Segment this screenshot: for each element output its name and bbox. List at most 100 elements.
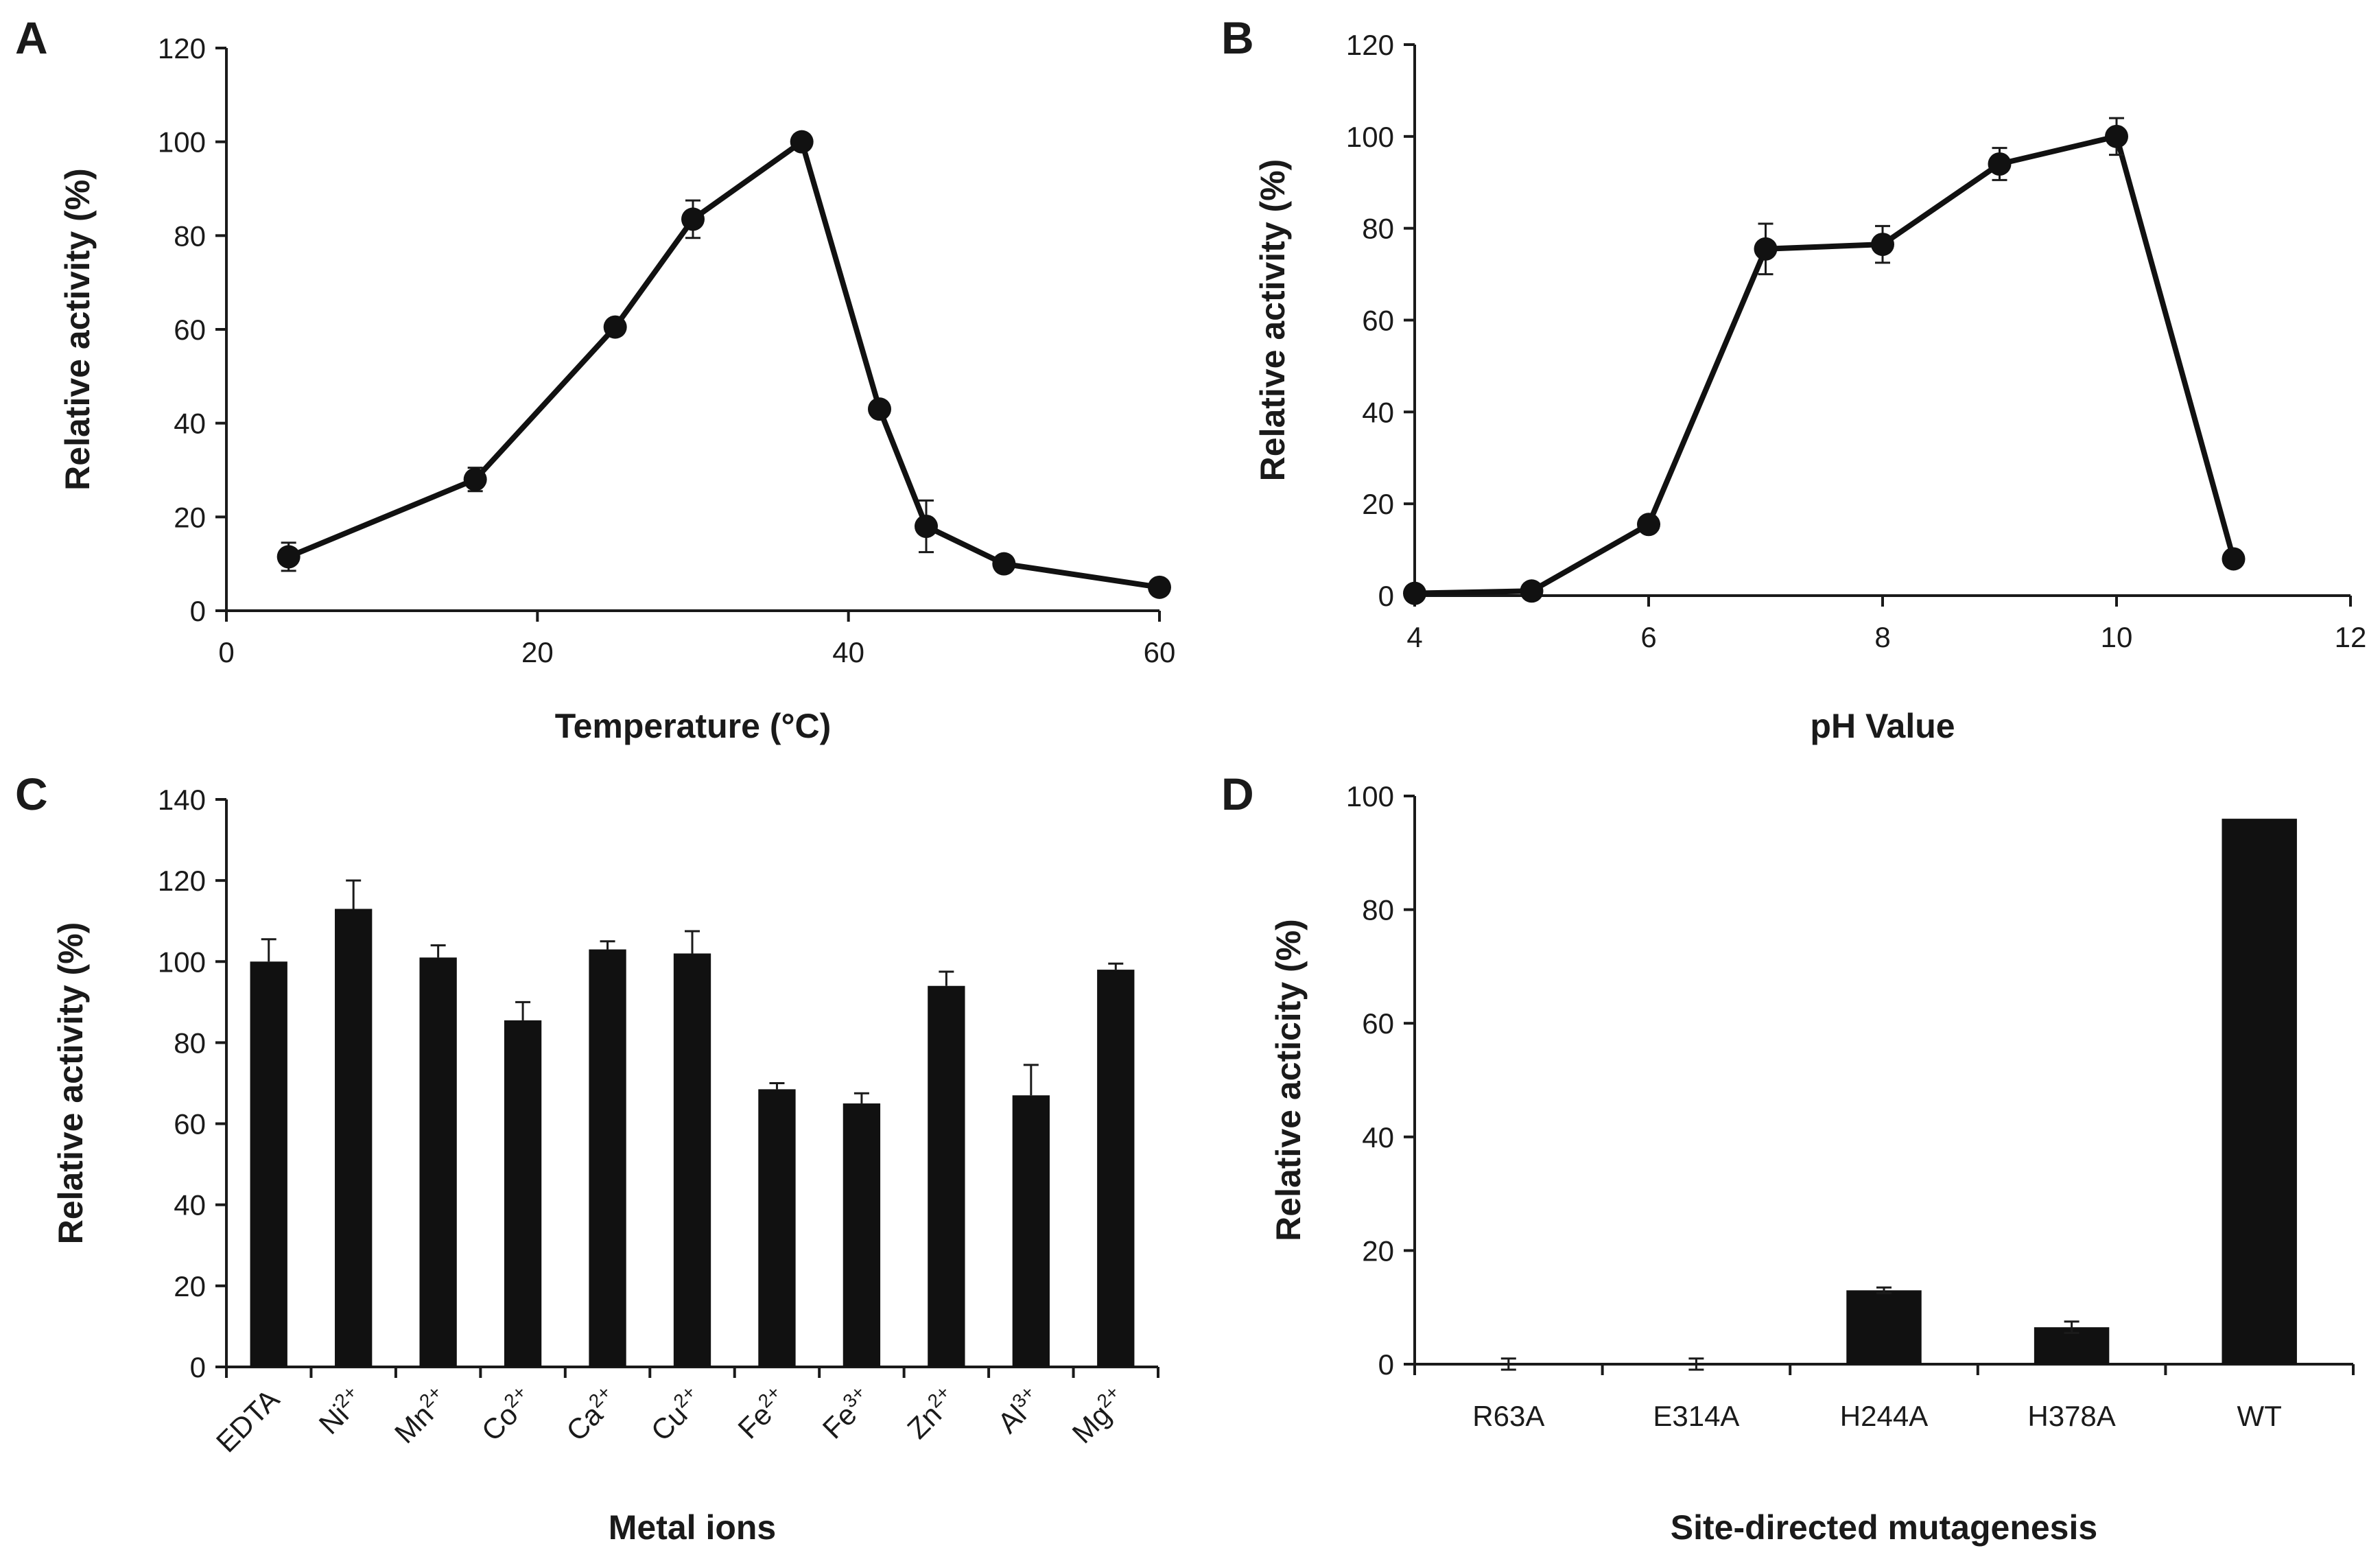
y-tick-label: 80: [174, 220, 206, 252]
y-tick-label: 80: [1362, 213, 1394, 245]
y-tick-label: 20: [1362, 1234, 1394, 1267]
category-label: Cu2+: [643, 1381, 709, 1447]
y-axis-title: Relative activity (%): [51, 922, 90, 1245]
y-axis-title: Relative activity (%): [1253, 159, 1292, 482]
y-tick-label: 100: [1346, 121, 1394, 153]
data-point: [1871, 233, 1894, 257]
chart-panel-a: A 0 20 40 60 80 100 120 Relative activity (%) 0 20…: [15, 12, 1175, 745]
y-tick-label: 20: [1362, 488, 1394, 520]
category-label: Al3+: [990, 1381, 1048, 1439]
x-tick-label: 4: [1406, 621, 1422, 653]
category-label: EDTA: [210, 1383, 285, 1458]
category-label: H244A: [1840, 1400, 1928, 1432]
data-point: [1637, 513, 1660, 537]
bar: [589, 949, 626, 1367]
data-point: [463, 467, 487, 491]
data-series-line: [287, 139, 1160, 590]
y-tick-label: 100: [1346, 780, 1394, 812]
y-tick-label: 120: [1346, 29, 1394, 61]
chart-panel-d: D 0 20 40 60 80 100 Relative acticity (%) R63A E3…: [1221, 769, 2355, 1547]
y-tick-label: 120: [158, 865, 206, 897]
bar: [419, 957, 457, 1367]
data-point: [2222, 547, 2246, 571]
bar: [2222, 819, 2297, 1364]
y-tick-label: 20: [174, 1270, 206, 1302]
y-tick-label: 0: [190, 595, 206, 627]
y-tick-label: 40: [1362, 396, 1394, 428]
x-tick-label: 20: [521, 636, 554, 668]
x-tick-label: 0: [218, 636, 234, 668]
category-label: Ca2+: [558, 1381, 624, 1447]
y-tick-label: 80: [1362, 894, 1394, 926]
category-label: Fe3+: [815, 1381, 879, 1445]
category-label: Mn2+: [387, 1381, 455, 1449]
y-tick-label: 60: [174, 1108, 206, 1140]
y-tick-label: 100: [158, 946, 206, 978]
data-point: [603, 315, 627, 339]
category-label: Ni2+: [311, 1381, 370, 1440]
bar: [673, 953, 711, 1367]
data-point: [1520, 579, 1544, 603]
chart-panel-b: B 0 20 40 60 80 100 120 Relative activity (%) 4 6 8…: [1221, 12, 2366, 745]
category-label: Zn2+: [899, 1381, 963, 1445]
panel-letter: C: [15, 769, 48, 819]
x-axis-title: Temperature (°C): [555, 707, 831, 745]
data-point: [2105, 124, 2128, 148]
data-point: [1148, 575, 1171, 599]
bar: [335, 909, 373, 1367]
y-axis-title: Relative acticity (%): [1269, 919, 1308, 1241]
chart-panel-c: C 0 20 40 60 80 100 120 140 Relative activity (%)…: [15, 769, 1159, 1547]
bar: [758, 1089, 796, 1367]
data-point: [790, 130, 814, 154]
y-tick-label: 40: [174, 408, 206, 440]
x-tick-label: 8: [1874, 621, 1890, 653]
x-tick-label: 60: [1144, 636, 1176, 668]
y-tick-label: 120: [158, 32, 206, 65]
bar: [504, 1020, 542, 1367]
y-tick-label: 60: [1362, 305, 1394, 337]
y-tick-label: 40: [1362, 1121, 1394, 1154]
bar: [250, 961, 287, 1367]
x-tick-label: 12: [2335, 621, 2367, 653]
data-point: [1988, 152, 2012, 176]
category-label-base: EDTA: [210, 1383, 285, 1458]
bar: [1012, 1095, 1050, 1367]
category-label: WT: [2237, 1400, 2282, 1432]
panel-letter: D: [1221, 769, 1254, 819]
y-tick-label: 0: [1378, 580, 1394, 612]
category-label: Mg2+: [1064, 1381, 1132, 1449]
x-tick-label: 10: [2101, 621, 2133, 653]
bar: [1097, 970, 1135, 1367]
y-tick-label: 80: [174, 1027, 206, 1059]
x-axis-title: pH Value: [1810, 707, 1955, 745]
y-tick-label: 60: [174, 314, 206, 346]
data-point: [1403, 581, 1426, 605]
y-tick-label: 20: [174, 501, 206, 533]
y-tick-label: 0: [1378, 1348, 1394, 1381]
category-label: H378A: [2027, 1400, 2115, 1432]
category-label: Co2+: [474, 1381, 540, 1447]
panel-letter: B: [1221, 12, 1254, 63]
x-tick-label: 40: [832, 636, 864, 668]
y-axis-title: Relative activity (%): [58, 168, 97, 491]
y-tick-label: 40: [174, 1189, 206, 1221]
x-axis-title: Site-directed mutagenesis: [1671, 1508, 2097, 1547]
x-axis-title: Metal ions: [609, 1508, 776, 1547]
data-point: [868, 397, 891, 421]
bar: [1846, 1290, 1922, 1364]
y-tick-label: 100: [158, 126, 206, 159]
y-tick-label: 140: [158, 784, 206, 816]
category-label: Fe2+: [730, 1381, 794, 1445]
x-tick-label: 6: [1640, 621, 1656, 653]
data-point: [1754, 237, 1778, 261]
y-tick-label: 0: [190, 1351, 206, 1383]
bar: [843, 1103, 881, 1367]
panel-letter: A: [15, 12, 48, 63]
data-point: [992, 552, 1016, 576]
data-point: [276, 545, 301, 569]
bar: [928, 985, 965, 1367]
data-series-line: [1414, 133, 2237, 596]
y-tick-label: 60: [1362, 1007, 1394, 1040]
data-point: [681, 207, 705, 231]
